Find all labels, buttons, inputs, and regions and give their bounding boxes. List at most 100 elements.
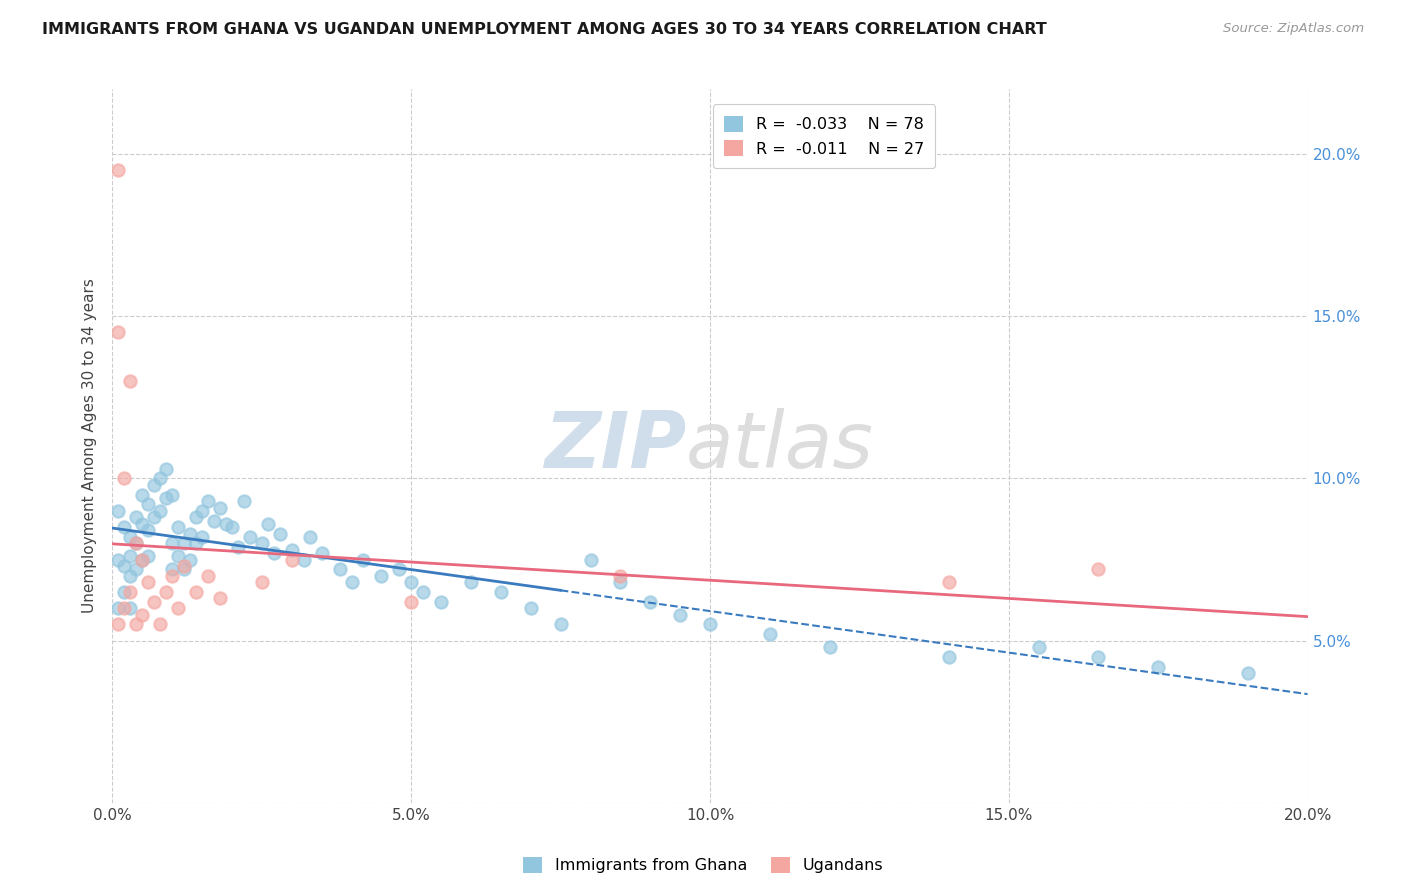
Point (155, 461, 177, 475)
Point (114, 585, 135, 599)
Point (138, 524, 160, 538)
Point (131, 607, 153, 622)
Point (938, 649, 960, 664)
Point (125, 562, 148, 576)
Point (120, 530, 142, 544)
Point (759, 627, 782, 641)
Point (120, 585, 142, 599)
Point (640, 595, 662, 609)
Point (125, 536, 148, 550)
Text: Source: ZipAtlas.com: Source: ZipAtlas.com (1223, 22, 1364, 36)
Point (202, 514, 225, 528)
Point (167, 601, 190, 615)
Point (388, 562, 411, 576)
Point (143, 510, 166, 524)
Point (329, 562, 352, 576)
Point (1087, 649, 1109, 664)
Point (167, 520, 190, 534)
Point (131, 552, 153, 566)
Point (311, 546, 333, 560)
Point (114, 471, 135, 485)
Point (233, 494, 256, 508)
Point (107, 552, 129, 566)
Point (281, 542, 304, 557)
Point (186, 536, 208, 550)
Text: ZIP: ZIP (544, 408, 686, 484)
Point (489, 585, 512, 599)
Point (162, 536, 183, 550)
Point (550, 617, 572, 632)
Point (215, 516, 238, 531)
Point (107, 617, 129, 632)
Point (125, 510, 148, 524)
Text: IMMIGRANTS FROM GHANA VS UGANDAN UNEMPLOYMENT AMONG AGES 30 TO 34 YEARS CORRELAT: IMMIGRANTS FROM GHANA VS UGANDAN UNEMPLO… (42, 22, 1047, 37)
Point (938, 575, 960, 590)
Point (120, 601, 142, 615)
Point (143, 595, 166, 609)
Point (162, 562, 183, 576)
Point (149, 471, 172, 485)
Point (401, 575, 423, 590)
Point (818, 640, 841, 654)
Point (191, 530, 214, 544)
Point (138, 497, 160, 511)
Point (340, 575, 363, 590)
Point (579, 552, 602, 566)
Y-axis label: Unemployment Among Ages 30 to 34 years: Unemployment Among Ages 30 to 34 years (82, 278, 97, 614)
Point (107, 601, 129, 615)
Point (292, 552, 315, 566)
Legend: Immigrants from Ghana, Ugandans: Immigrants from Ghana, Ugandans (516, 850, 890, 880)
Point (250, 575, 273, 590)
Point (699, 617, 721, 632)
Point (401, 595, 423, 609)
Point (162, 488, 183, 502)
Point (197, 494, 219, 508)
Point (186, 585, 208, 599)
Point (179, 552, 201, 566)
Point (107, 326, 129, 340)
Point (1087, 562, 1109, 576)
Point (107, 504, 129, 518)
Point (281, 552, 304, 566)
Point (149, 504, 172, 518)
Legend: R =  -0.033    N = 78, R =  -0.011    N = 27: R = -0.033 N = 78, R = -0.011 N = 27 (713, 104, 935, 168)
Point (120, 549, 142, 564)
Point (173, 536, 195, 550)
Point (114, 601, 135, 615)
Point (239, 530, 262, 544)
Point (1028, 640, 1050, 654)
Point (143, 478, 166, 492)
Point (138, 575, 160, 590)
Point (131, 516, 153, 531)
Point (197, 568, 219, 582)
Point (155, 491, 177, 505)
Point (609, 568, 631, 582)
Text: atlas: atlas (686, 408, 875, 484)
Point (125, 617, 148, 632)
Point (179, 526, 201, 541)
Point (226, 540, 249, 554)
Point (412, 585, 434, 599)
Point (430, 595, 453, 609)
Point (209, 500, 232, 515)
Point (107, 163, 129, 178)
Point (131, 488, 153, 502)
Point (162, 568, 183, 582)
Point (120, 568, 142, 582)
Point (609, 575, 631, 590)
Point (669, 607, 692, 622)
Point (298, 530, 321, 544)
Point (173, 559, 195, 574)
Point (221, 520, 243, 534)
Point (257, 516, 280, 531)
Point (186, 510, 208, 524)
Point (1237, 666, 1260, 681)
Point (149, 617, 172, 632)
Point (460, 575, 482, 590)
Point (269, 526, 291, 541)
Point (191, 504, 214, 518)
Point (120, 374, 142, 388)
Point (138, 549, 160, 564)
Point (520, 601, 543, 615)
Point (1147, 659, 1170, 673)
